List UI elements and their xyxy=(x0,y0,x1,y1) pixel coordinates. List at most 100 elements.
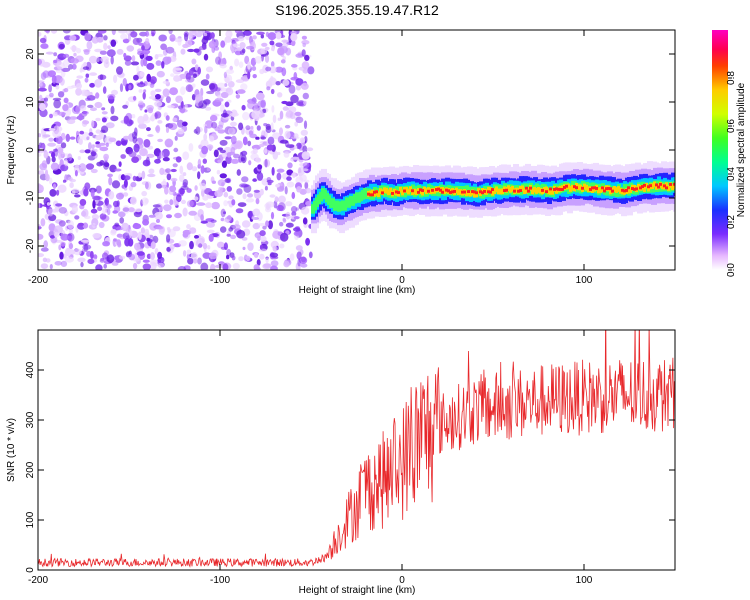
spectrogram-noise-cell xyxy=(150,241,156,250)
spectrogram-noise-cell xyxy=(270,260,279,267)
spectrogram-noise-cell xyxy=(294,111,302,117)
spectrogram-noise-cell xyxy=(88,55,98,64)
spectrogram-noise-cell xyxy=(234,58,240,67)
spectrogram-noise-cell xyxy=(111,180,121,189)
spectrogram-noise-cell xyxy=(59,251,64,260)
spectrogram-noise-cell xyxy=(130,61,140,66)
spectrogram-noise-cell xyxy=(100,56,110,63)
spectrogram-noise-cell xyxy=(252,208,261,217)
spectrogram-noise-cell xyxy=(282,79,290,86)
spectrogram-noise-cell xyxy=(151,262,159,267)
spectrogram-noise-cell xyxy=(237,35,245,42)
spectrogram-noise-cell xyxy=(50,30,58,34)
spectrogram-ridge-cell xyxy=(467,190,470,193)
spectrogram-noise-cell xyxy=(165,96,171,104)
spectrogram-ridge-cell xyxy=(473,190,476,194)
spectrogram-noise-cell xyxy=(265,66,272,72)
spectrogram-ridge-cell xyxy=(551,188,554,195)
spectrogram-noise-cell xyxy=(77,257,86,263)
spectrogram-ridge-cell xyxy=(631,187,634,190)
spectrogram-ridge-cell xyxy=(389,187,392,194)
spectrogram-noise-cell xyxy=(194,235,199,239)
spectrogram-noise-cell xyxy=(242,136,248,146)
spectrogram-noise-cell xyxy=(71,63,77,70)
spectrogram-ridge-cell xyxy=(451,190,454,194)
spectrogram-noise-cell xyxy=(69,136,76,140)
spectrogram-noise-cell xyxy=(219,63,227,69)
spectrogram-noise-cell xyxy=(156,219,160,223)
spectrogram-noise-cell xyxy=(192,73,197,79)
spectrogram-noise-cell xyxy=(230,135,237,145)
spectrogram-noise-cell xyxy=(87,258,95,265)
spectrogram-noise-cell xyxy=(176,194,182,203)
spectrogram-noise-cell xyxy=(146,62,155,70)
snr-frame xyxy=(37,329,676,571)
spectrogram-noise-cell xyxy=(197,257,202,265)
spectrogram-noise-cell xyxy=(258,248,268,252)
spectrogram-noise-cell xyxy=(182,172,187,177)
spectrogram-noise-cell xyxy=(210,219,217,223)
spectrogram-ridge-cell xyxy=(601,186,604,190)
spectrogram-noise-cell xyxy=(191,166,198,172)
spectrogram-noise-cell xyxy=(157,138,164,143)
spectrogram-noise-cell xyxy=(198,243,203,248)
spectrogram-noise-cell xyxy=(290,33,298,42)
spectrogram-noise-cell xyxy=(49,235,55,239)
colorbar-tick-label: 0.6 xyxy=(726,119,737,133)
spectrogram-noise-cell xyxy=(79,198,87,206)
spectrogram-ridge-cell xyxy=(599,187,602,193)
spectrogram-noise-cell xyxy=(260,48,268,55)
spectrogram-noise-cell xyxy=(227,127,236,135)
spectrogram-noise-cell xyxy=(173,147,179,153)
spectrogram-noise-cell xyxy=(269,40,275,46)
spectrogram-noise-cell xyxy=(166,234,171,243)
spectrogram-noise-cell xyxy=(77,135,83,144)
spectrogram-noise-cell xyxy=(82,90,91,96)
spectrogram-noise-cell xyxy=(132,262,138,270)
spectrogram-noise-cell xyxy=(224,178,231,183)
spectrogram-noise-cell xyxy=(269,194,276,198)
spectrogram-noise-cell xyxy=(154,93,161,100)
spectrogram-noise-cell xyxy=(81,210,87,217)
spectrogram-x-tick-label: -100 xyxy=(210,275,230,286)
spectrogram-noise-cell xyxy=(57,146,64,155)
spectrogram-ridge-cell xyxy=(505,188,508,192)
spectrogram-noise-cell xyxy=(38,233,44,240)
spectrogram-ridge-cell xyxy=(565,184,568,188)
spectrogram-x-tick-label: 100 xyxy=(576,275,593,286)
spectrogram-ridge-cell xyxy=(583,183,586,190)
spectrogram-noise-cell xyxy=(235,47,243,52)
spectrogram-noise-cell xyxy=(115,140,122,147)
spectrogram-noise-cell xyxy=(280,59,286,64)
spectrogram-noise-cell xyxy=(275,42,283,48)
spectrogram-ridge-cell xyxy=(611,189,614,193)
spectrogram-noise-cell xyxy=(189,240,194,250)
spectrogram-noise-cell xyxy=(38,87,47,92)
spectrogram-ridge-cell xyxy=(517,189,520,193)
spectrogram-ridge-cell xyxy=(475,191,478,198)
spectrogram-noise-cell xyxy=(235,208,244,214)
spectrogram-noise-cell xyxy=(166,173,172,181)
spectrogram-noise-cell xyxy=(166,56,172,64)
spectrogram-ridge-cell xyxy=(439,188,442,192)
spectrogram-noise-cell xyxy=(291,156,300,160)
spectrogram-noise-cell xyxy=(217,159,224,164)
snr-x-tick-label: 0 xyxy=(399,575,405,586)
spectrogram-noise-cell xyxy=(128,119,134,125)
spectrogram-noise-cell xyxy=(265,220,269,227)
spectrogram-noise-cell xyxy=(173,67,183,71)
spectrogram-noise-cell xyxy=(55,69,63,74)
spectrogram-noise-cell xyxy=(118,161,122,168)
spectrogram-ridge-cell xyxy=(667,185,670,191)
spectrogram-noise-cell xyxy=(101,117,107,123)
spectrogram-noise-cell xyxy=(286,181,295,188)
spectrogram-noise-cell xyxy=(302,217,308,225)
spectrogram-noise-cell xyxy=(274,66,284,73)
spectrogram-noise-cell xyxy=(301,151,310,160)
spectrogram-noise-cell xyxy=(91,144,95,150)
spectrogram-ridge-cell xyxy=(519,189,522,192)
spectrogram-noise-cell xyxy=(164,186,169,195)
spectrogram-noise-cell xyxy=(209,135,215,142)
spectrogram-noise-cell xyxy=(111,89,118,96)
spectrogram-noise-cell xyxy=(38,31,42,37)
